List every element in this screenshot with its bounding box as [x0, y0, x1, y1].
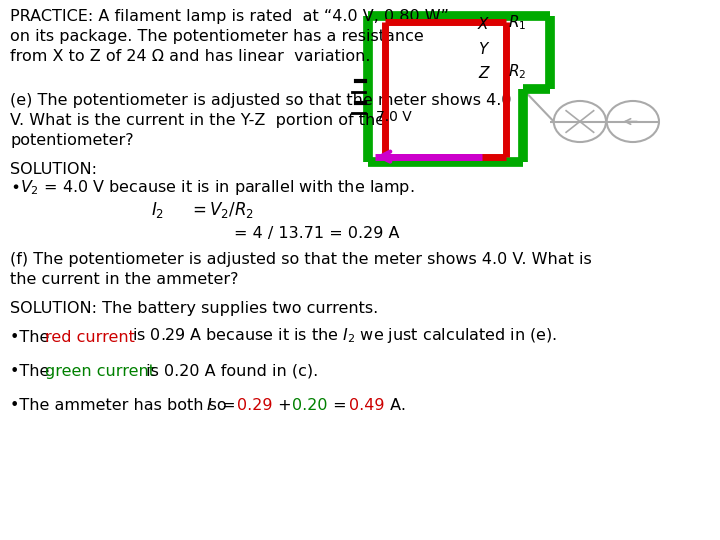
Text: potentiometer?: potentiometer?: [10, 133, 134, 148]
Text: $\bullet V_2$ = 4.0 V because it is in parallel with the lamp.: $\bullet V_2$ = 4.0 V because it is in p…: [10, 178, 415, 197]
Text: is 0.20 A found in (c).: is 0.20 A found in (c).: [141, 363, 318, 379]
Text: (e) The potentiometer is adjusted so that the meter shows 4.0: (e) The potentiometer is adjusted so tha…: [10, 93, 512, 108]
Text: from X to Z of 24 Ω and has linear  variation.: from X to Z of 24 Ω and has linear varia…: [10, 49, 371, 64]
Text: •The ammeter has both so: •The ammeter has both so: [10, 397, 232, 413]
Text: PRACTICE: A filament lamp is rated  at “4.0 V, 0.80 W”: PRACTICE: A filament lamp is rated at “4…: [10, 9, 449, 24]
Text: SOLUTION:: SOLUTION:: [10, 162, 97, 177]
Text: 0.49: 0.49: [349, 397, 385, 413]
Text: +: +: [273, 397, 297, 413]
Text: X: X: [478, 17, 489, 32]
Text: =: =: [217, 397, 240, 413]
Text: 7.0 V: 7.0 V: [377, 110, 412, 124]
Text: on its package. The potentiometer has a resistance: on its package. The potentiometer has a …: [10, 29, 424, 44]
Text: 0.29: 0.29: [238, 397, 273, 413]
Text: $I_2$: $I_2$: [151, 200, 164, 220]
Text: green current: green current: [45, 363, 156, 379]
Text: 0.20: 0.20: [292, 397, 328, 413]
Text: =: =: [328, 397, 352, 413]
Text: •The: •The: [10, 329, 55, 345]
Text: $R_2$: $R_2$: [508, 62, 526, 81]
Text: Y: Y: [478, 42, 487, 57]
Text: is 0.29 A because it is the $I_2$ we just calculated in (e).: is 0.29 A because it is the $I_2$ we jus…: [127, 326, 557, 345]
Text: I: I: [207, 397, 211, 413]
Text: $R_1$: $R_1$: [508, 14, 526, 32]
Text: red current: red current: [45, 329, 135, 345]
Text: V. What is the current in the Y-Z  portion of the: V. What is the current in the Y-Z portio…: [10, 113, 385, 128]
Text: A.: A.: [385, 397, 406, 413]
Text: SOLUTION: The battery supplies two currents.: SOLUTION: The battery supplies two curre…: [10, 301, 379, 316]
Text: $= V_2 / R_2$: $= V_2 / R_2$: [189, 200, 254, 220]
Text: •The: •The: [10, 363, 55, 379]
Text: = 4 / 13.71 = 0.29 A: = 4 / 13.71 = 0.29 A: [234, 226, 400, 241]
Text: (f) The potentiometer is adjusted so that the meter shows 4.0 V. What is: (f) The potentiometer is adjusted so tha…: [10, 252, 592, 267]
Text: Z: Z: [478, 66, 489, 81]
Text: the current in the ammeter?: the current in the ammeter?: [10, 272, 239, 287]
